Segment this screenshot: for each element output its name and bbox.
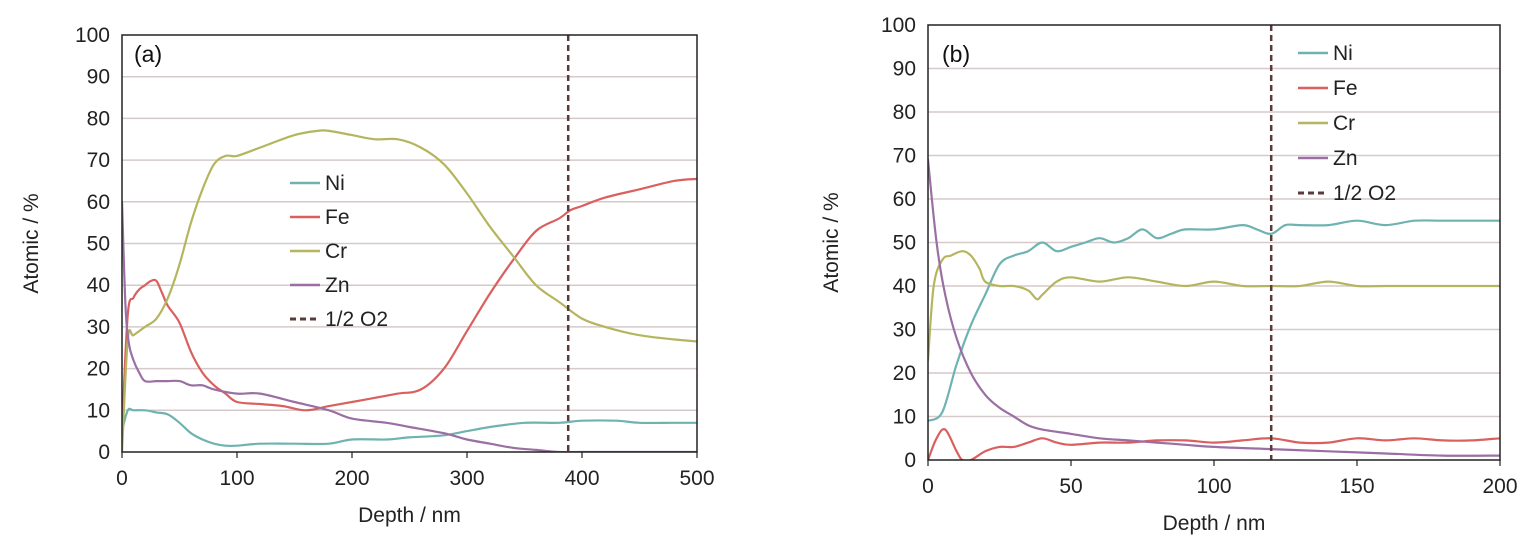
y-tick-label: 30 <box>893 319 916 342</box>
y-tick-label: 50 <box>893 232 916 255</box>
series-line-ni <box>928 219 1500 422</box>
y-tick-label: 70 <box>893 145 916 168</box>
y-tick-label: 50 <box>87 233 110 256</box>
x-tick-label: 0 <box>116 467 128 490</box>
series-line-zn <box>122 200 697 452</box>
y-tick-label: 40 <box>87 274 110 297</box>
y-tick-label: 70 <box>87 149 110 172</box>
x-tick-label: 400 <box>564 467 599 490</box>
legend-label: Ni <box>1333 42 1353 65</box>
y-tick-label: 20 <box>893 362 916 385</box>
x-tick-label: 500 <box>679 467 714 490</box>
y-tick-label: 90 <box>87 66 110 89</box>
y-tick-label: 10 <box>87 399 110 422</box>
y-tick-label: 100 <box>881 14 916 37</box>
x-tick-label: 300 <box>449 467 484 490</box>
x-tick-label: 150 <box>1339 475 1374 498</box>
legend-label: Cr <box>1333 112 1355 135</box>
y-tick-label: 30 <box>87 316 110 339</box>
x-tick-label: 0 <box>922 475 934 498</box>
legend-label: Zn <box>325 274 350 297</box>
x-axis-title: Depth / nm <box>358 504 461 527</box>
legend-label: 1/2 O2 <box>325 308 388 331</box>
y-tick-label: 100 <box>75 24 110 47</box>
x-tick-label: 100 <box>219 467 254 490</box>
series-line-fe <box>928 428 1500 460</box>
y-tick-label: 0 <box>98 441 110 464</box>
x-tick-label: 100 <box>1196 475 1231 498</box>
y-axis-title: Atomic / % <box>820 192 843 292</box>
x-tick-label: 200 <box>334 467 369 490</box>
legend-label: Fe <box>1333 77 1358 100</box>
plot-frame <box>121 34 698 453</box>
y-tick-label: 10 <box>893 406 916 429</box>
y-tick-label: 20 <box>87 358 110 381</box>
plot-frame <box>927 24 1501 461</box>
series-group <box>122 129 697 452</box>
x-axis-title: Depth / nm <box>1163 512 1266 535</box>
y-axis-title: Atomic / % <box>20 193 43 293</box>
series-line-fe <box>122 177 697 433</box>
panel-a: 0 10 20 30 40 50 60 70 80 90 100 0 100 200 300 400 500 De… <box>20 24 715 527</box>
legend-label: Ni <box>325 172 345 195</box>
y-tick-label: 90 <box>893 58 916 81</box>
x-tick-label: 50 <box>1059 475 1082 498</box>
series-line-ni <box>122 407 697 448</box>
panel-b: 0 10 20 30 40 50 60 70 80 90 100 0 50 100 150 200 Depth … <box>820 14 1518 535</box>
y-tick-label: 80 <box>87 107 110 130</box>
y-tick-label: 60 <box>893 188 916 211</box>
y-tick-label: 40 <box>893 275 916 298</box>
x-tick-label: 200 <box>1482 475 1517 498</box>
series-group <box>928 158 1500 460</box>
series-line-cr <box>928 250 1500 361</box>
panel-label: (a) <box>134 41 162 67</box>
y-tick-label: 60 <box>87 191 110 214</box>
series-line-zn <box>928 158 1500 457</box>
legend-label: 1/2 O2 <box>1333 182 1396 205</box>
panel-label: (b) <box>942 41 970 67</box>
legend-label: Fe <box>325 206 350 229</box>
legend-label: Zn <box>1333 147 1358 170</box>
legend-label: Cr <box>325 240 347 263</box>
series-line-cr <box>122 129 697 452</box>
y-tick-label: 0 <box>904 449 916 472</box>
y-tick-label: 80 <box>893 101 916 124</box>
